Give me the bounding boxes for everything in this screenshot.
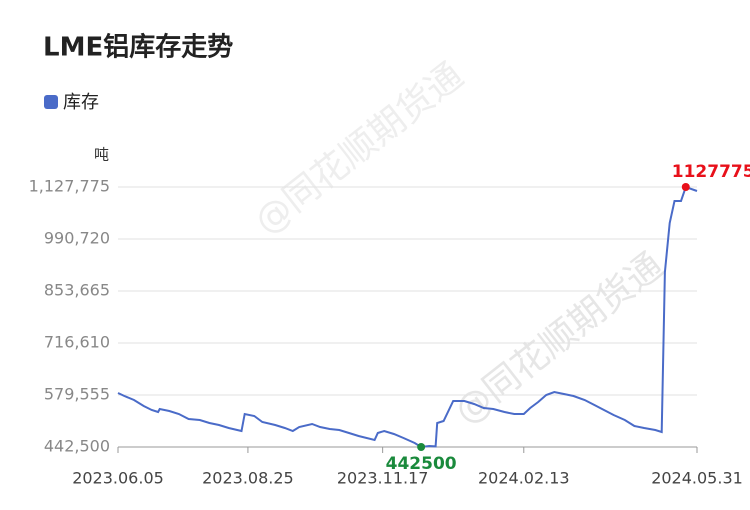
watermark: @同花顺期货通 (247, 55, 471, 242)
x-tick-label: 2024.02.13 (478, 469, 570, 488)
x-tick-label: 2023.06.05 (72, 469, 164, 488)
y-tick-label: 990,720 (44, 229, 110, 248)
watermark: @同花顺期货通 (447, 245, 671, 432)
y-unit: 吨 (94, 146, 109, 164)
legend-swatch (44, 95, 58, 109)
y-tick-label: 853,665 (44, 281, 110, 300)
legend-label: 库存 (63, 92, 99, 113)
annotation-dot (417, 443, 426, 451)
x-tick-label: 2023.11.17 (337, 469, 429, 488)
chart-title: LME铝库存走势 (43, 33, 233, 63)
x-tick-label: 2023.08.25 (202, 469, 294, 488)
annotation-label: 1127775 (672, 162, 750, 182)
annotation-dot (681, 183, 690, 191)
x-tick-label: 2024.05.31 (651, 469, 743, 488)
y-tick-label: 579,555 (44, 385, 110, 404)
y-tick-label: 442,500 (44, 437, 110, 456)
y-tick-label: 716,610 (44, 333, 110, 352)
annotation-label: 442500 (386, 454, 457, 474)
y-tick-label: 1,127,775 (29, 177, 110, 196)
